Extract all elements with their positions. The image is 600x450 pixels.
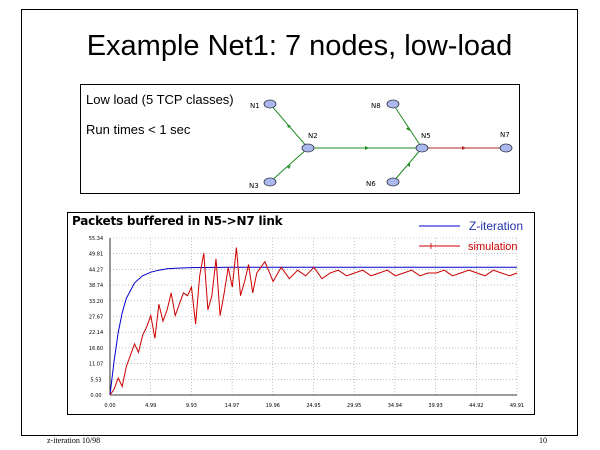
arrow-marker [365, 146, 369, 150]
x-tick-label: 19.96 [266, 403, 280, 409]
arrow-marker [287, 124, 291, 128]
chart-grid [109, 237, 518, 396]
y-tick-label: 22.14 [89, 330, 103, 336]
arrow-marker [462, 146, 466, 150]
node-label-n5: N5 [421, 132, 431, 140]
slide-title: Example Net1: 7 nodes, low-load [86, 30, 513, 62]
series-line-simulation [109, 247, 518, 396]
node-n8 [386, 99, 400, 109]
x-tick-label: 34.94 [388, 403, 402, 409]
node-label-n6: N6 [366, 180, 376, 188]
chart-legend: Z-iteration simulation [419, 219, 523, 253]
y-tick-label: 49.81 [89, 252, 103, 258]
network-description-line2: Run times < 1 sec [86, 122, 191, 137]
node-n1 [263, 99, 277, 109]
x-tick-label: 4.99 [145, 403, 156, 409]
y-tick-label: 11.07 [89, 362, 103, 368]
node-label-n7: N7 [500, 131, 510, 139]
chart-series [109, 247, 518, 396]
x-tick-label: 0.00 [104, 403, 115, 409]
x-tick-label: 24.95 [306, 403, 320, 409]
arrow-marker [287, 165, 291, 169]
chart-ticks: 0.00 5.53 11.07 16.60 22.14 27.67 33.20 38.74 44… [89, 236, 524, 409]
node-n5 [415, 143, 429, 153]
y-tick-label: 33.20 [89, 299, 103, 305]
y-tick-label: 16.60 [89, 346, 103, 352]
slide-border [21, 9, 578, 436]
y-tick-label: 44.27 [89, 267, 103, 273]
node-label-n3: N3 [249, 182, 259, 190]
node-n7 [499, 143, 513, 153]
node-label-n2: N2 [308, 132, 318, 140]
y-tick-label: 55.34 [89, 236, 103, 242]
arrow-marker [406, 127, 410, 131]
x-tick-label: 44.92 [469, 403, 483, 409]
node-n2 [301, 143, 315, 153]
chart-title: Packets buffered in N5->N7 link [72, 214, 283, 228]
legend-label: simulation [468, 241, 518, 253]
node-n6 [386, 177, 400, 187]
node-label-n8: N8 [371, 102, 381, 110]
node-label-n1: N1 [250, 102, 260, 110]
x-tick-label: 39.93 [428, 403, 442, 409]
x-tick-label: 29.95 [347, 403, 361, 409]
y-tick-label: 27.67 [89, 315, 103, 321]
page-number: 10 [539, 436, 547, 445]
series-line-z-iteration [109, 266, 517, 396]
network-description-line1: Low load (5 TCP classes) [86, 92, 234, 107]
x-tick-label: 14.97 [225, 403, 239, 409]
link-n8-n5 [392, 103, 423, 149]
x-tick-label: 9.93 [186, 403, 197, 409]
y-tick-label: 5.53 [90, 377, 101, 383]
link-n3-n2 [269, 147, 309, 183]
arrow-marker [407, 162, 410, 167]
legend-label: Z-iteration [469, 219, 523, 233]
node-n3 [263, 177, 277, 187]
y-tick-label: 38.74 [89, 283, 103, 289]
x-tick-label: 49.91 [510, 403, 524, 409]
footer-left: z-iteration 10/98 [47, 436, 101, 445]
y-tick-label: 0.00 [90, 393, 101, 399]
